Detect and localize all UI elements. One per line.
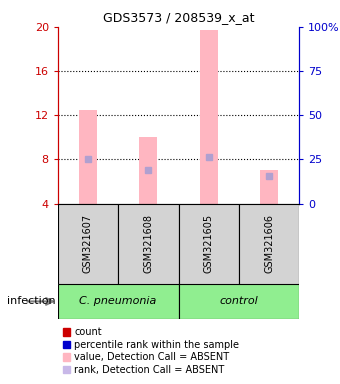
Text: infection: infection	[7, 296, 55, 306]
Bar	[178, 204, 239, 284]
Title: GDS3573 / 208539_x_at: GDS3573 / 208539_x_at	[103, 11, 254, 24]
Bar	[200, 30, 218, 204]
Text: C. pneumonia: C. pneumonia	[80, 296, 157, 306]
Text: GSM321607: GSM321607	[83, 214, 93, 273]
Bar	[58, 204, 118, 284]
Bar	[58, 284, 178, 319]
Bar	[239, 204, 299, 284]
Text: control: control	[220, 296, 258, 306]
Text: GSM321608: GSM321608	[143, 214, 153, 273]
Bar	[139, 137, 157, 204]
Legend: count, percentile rank within the sample, value, Detection Call = ABSENT, rank, : count, percentile rank within the sample…	[63, 328, 239, 375]
Bar	[260, 170, 278, 204]
Bar	[79, 110, 97, 204]
Text: GSM321606: GSM321606	[264, 214, 274, 273]
Bar	[118, 204, 178, 284]
Text: GSM321605: GSM321605	[204, 214, 214, 273]
Bar	[178, 284, 299, 319]
